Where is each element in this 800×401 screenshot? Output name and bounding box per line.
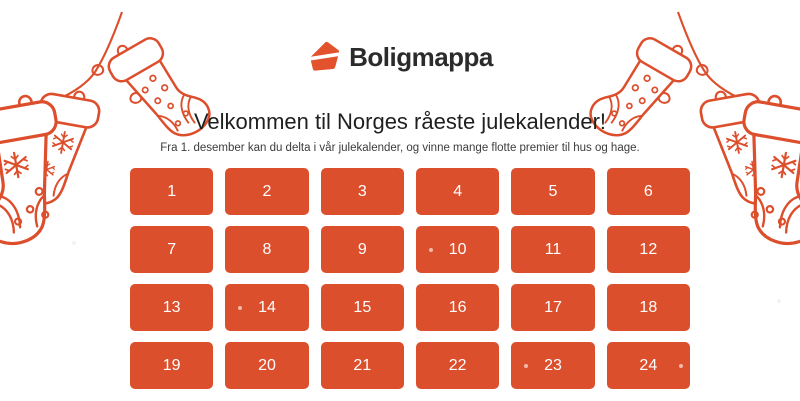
day-number: 20 [258, 356, 276, 374]
day-button-24[interactable]: 24 [606, 342, 690, 390]
day-button-8[interactable]: 8 [225, 226, 309, 274]
day-number: 16 [448, 298, 467, 316]
day-button-13[interactable]: 13 [130, 284, 214, 332]
day-number: 5 [548, 182, 558, 200]
header: Boligmappa Velkommen til Norges råeste j… [0, 0, 800, 155]
day-number: 8 [262, 240, 272, 258]
day-number: 7 [167, 240, 177, 258]
day-button-14[interactable]: 14 [225, 284, 309, 332]
day-number: 3 [357, 182, 367, 200]
day-number: 14 [258, 298, 276, 316]
day-number: 18 [639, 298, 658, 316]
day-button-19[interactable]: 19 [130, 342, 214, 390]
sparkle-dot [238, 305, 243, 310]
day-number: 10 [448, 240, 467, 258]
day-number: 1 [167, 182, 177, 200]
day-button-21[interactable]: 21 [320, 342, 404, 390]
day-button-11[interactable]: 11 [511, 226, 595, 274]
day-button-5[interactable]: 5 [511, 168, 595, 216]
day-number: 17 [544, 298, 562, 316]
day-button-7[interactable]: 7 [130, 226, 214, 274]
day-button-2[interactable]: 2 [225, 168, 309, 216]
day-button-3[interactable]: 3 [320, 168, 404, 216]
day-number: 24 [639, 356, 658, 374]
snow-speck [72, 241, 76, 245]
day-button-15[interactable]: 15 [320, 284, 404, 332]
boligmappa-house-icon [307, 41, 342, 71]
day-button-4[interactable]: 4 [416, 168, 500, 216]
day-button-6[interactable]: 6 [606, 168, 690, 216]
day-number: 15 [353, 298, 372, 316]
day-button-22[interactable]: 22 [416, 342, 500, 390]
page-subtitle: Fra 1. desember kan du delta i vår julek… [160, 142, 640, 155]
calendar-section: 1 2 3 4 5 6 7 8 9 10 11 12 13 14 15 16 17 18 19 20 21 22 23 24 [0, 168, 800, 390]
page-title: Velkommen til Norges råeste julekalender… [193, 109, 607, 134]
day-number: 4 [453, 182, 463, 200]
sparkle-dot [679, 363, 683, 368]
day-number: 19 [162, 356, 181, 374]
day-number: 22 [448, 356, 467, 374]
day-button-10[interactable]: 10 [416, 226, 500, 274]
day-button-20[interactable]: 20 [225, 342, 309, 390]
calendar-grid: 1 2 3 4 5 6 7 8 9 10 11 12 13 14 15 16 17 18 19 20 21 22 23 24 [130, 168, 690, 390]
day-number: 12 [639, 240, 658, 258]
day-number: 13 [162, 298, 181, 316]
sparkle-dot [524, 363, 529, 368]
boligmappa-logo-text: Boligmappa [349, 41, 493, 72]
day-button-17[interactable]: 17 [511, 284, 595, 332]
boligmappa-logo[interactable]: Boligmappa [307, 40, 493, 73]
snow-speck [777, 299, 781, 303]
day-number: 2 [262, 182, 272, 200]
day-number: 11 [544, 240, 562, 258]
day-button-23[interactable]: 23 [511, 342, 595, 390]
day-button-16[interactable]: 16 [416, 284, 500, 332]
day-number: 6 [643, 182, 653, 200]
day-number: 9 [357, 240, 367, 258]
day-button-18[interactable]: 18 [606, 284, 690, 332]
day-button-9[interactable]: 9 [320, 226, 404, 274]
day-button-12[interactable]: 12 [606, 226, 690, 274]
sparkle-dot [429, 247, 433, 252]
day-button-1[interactable]: 1 [130, 168, 214, 216]
day-number: 21 [353, 356, 372, 374]
day-number: 23 [544, 356, 562, 374]
